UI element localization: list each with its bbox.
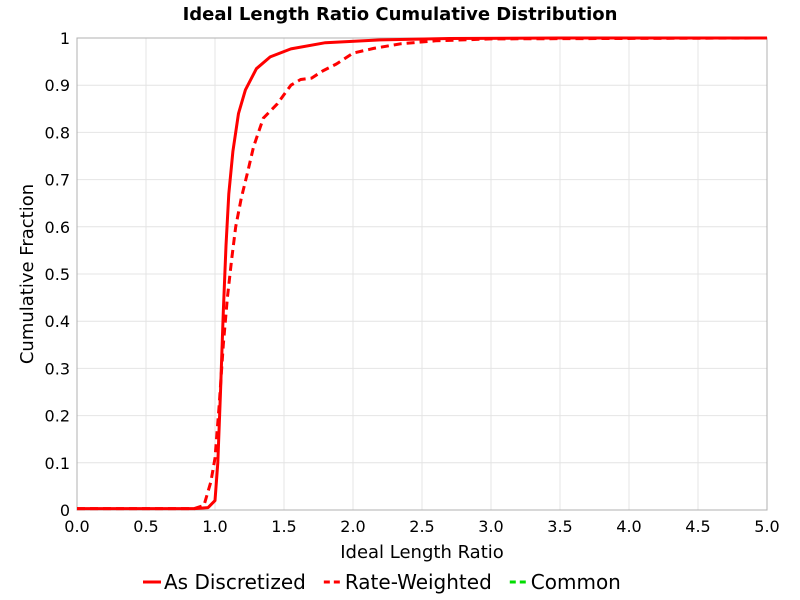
legend: As Discretized Rate-Weighted Common	[143, 570, 621, 594]
series-layer	[77, 36, 768, 511]
y-tick-label: 0.2	[45, 407, 70, 426]
y-tick-label: 0.1	[45, 454, 70, 473]
series-line-1	[77, 36, 767, 511]
y-tick-label: 0.6	[45, 218, 70, 237]
chart-title: Ideal Length Ratio Cumulative Distributi…	[183, 4, 618, 25]
y-tick-label: 0.5	[45, 265, 70, 284]
y-tick-label: 0.9	[45, 76, 70, 95]
y-tick-label: 0.3	[45, 359, 70, 378]
tick-labels: 0.0 0.5 1.0 1.5 2.0 2.5 3.0 3.5 4.0 4.5 5.0 0 0.1 0.2…	[45, 29, 780, 536]
series-line-2	[77, 36, 768, 511]
x-tick-label: 5.0	[754, 517, 779, 536]
x-tick-label: 2.0	[340, 517, 365, 536]
y-tick-label: 0.7	[45, 171, 70, 190]
x-tick-label: 3.5	[547, 517, 572, 536]
x-tick-label: 1.0	[202, 517, 227, 536]
y-tick-label: 0	[60, 501, 70, 520]
y-axis-label: Cumulative Fraction	[17, 184, 38, 364]
x-tick-label: 0.5	[133, 517, 158, 536]
x-tick-label: 0.0	[64, 517, 89, 536]
legend-label-2: Rate-Weighted	[345, 570, 492, 594]
x-tick-label: 3.0	[478, 517, 503, 536]
y-tick-label: 0.4	[45, 312, 70, 331]
x-tick-label: 4.0	[616, 517, 641, 536]
legend-label-3: Common	[531, 570, 621, 594]
y-tick-label: 0.8	[45, 123, 70, 142]
legend-label-1: As Discretized	[164, 570, 306, 594]
x-tick-label: 2.5	[409, 517, 434, 536]
x-tick-label: 4.5	[685, 517, 710, 536]
x-axis-label: Ideal Length Ratio	[340, 542, 504, 563]
x-tick-label: 1.5	[271, 517, 296, 536]
y-tick-label: 1	[60, 29, 70, 48]
